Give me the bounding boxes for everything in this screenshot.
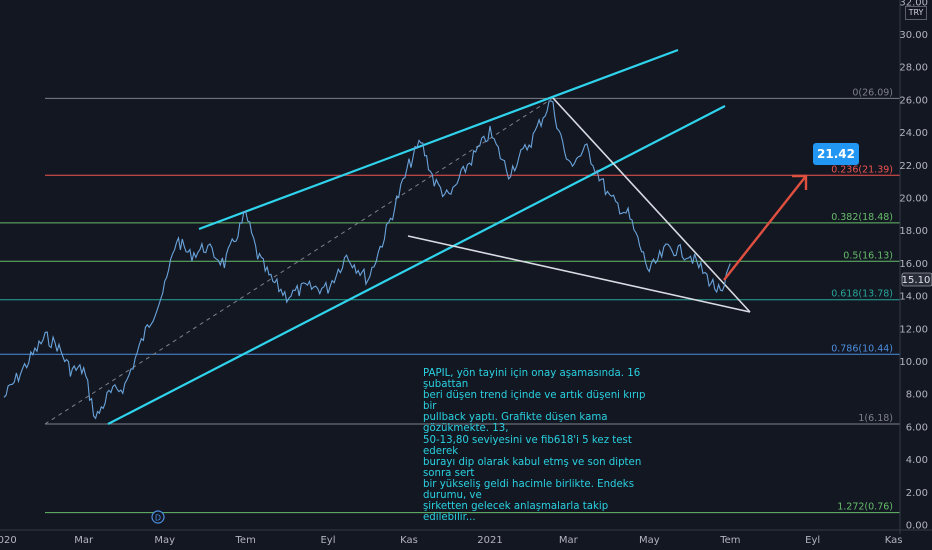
y-tick-label: 6.00 xyxy=(906,422,928,433)
x-tick-label: Eyl xyxy=(320,535,335,546)
target-arrow[interactable] xyxy=(723,174,808,281)
y-tick-label: 8.00 xyxy=(906,390,928,401)
y-tick-label: 2.00 xyxy=(906,488,928,499)
fib-level-label: 0.618(13.78) xyxy=(831,289,893,300)
fib-level-label: 0.5(16.13) xyxy=(843,250,893,261)
y-tick-label: 26.00 xyxy=(899,95,928,106)
x-tick-label: 2021 xyxy=(477,535,502,546)
y-tick-label: 14.00 xyxy=(899,292,928,303)
x-tick-label: Kas xyxy=(885,535,903,546)
target-price-label[interactable]: 21.42 xyxy=(813,143,859,165)
y-tick-label: 24.00 xyxy=(899,128,928,139)
trend-drawings xyxy=(44,48,751,425)
analysis-note: PAPIL, yön tayini için onay aşamasında. … xyxy=(423,368,646,524)
x-tick-label: Eyl xyxy=(805,535,820,546)
x-tick-label: Tem xyxy=(235,535,256,546)
channel-upper[interactable] xyxy=(198,48,679,231)
y-tick-label: 30.00 xyxy=(899,30,928,41)
x-tick-label: May xyxy=(639,535,660,546)
y-tick-label: 10.00 xyxy=(899,357,928,368)
y-tick-label: 20.00 xyxy=(899,194,928,205)
x-tick-label: Kas xyxy=(400,535,418,546)
currency-label[interactable]: TRY xyxy=(905,6,927,20)
price-line xyxy=(3,100,731,420)
y-tick-label: 16.00 xyxy=(899,259,928,270)
last-price-tag: 15.10 xyxy=(902,272,932,287)
y-tick-label: 22.00 xyxy=(899,161,928,172)
y-tick-label: 32.00 xyxy=(899,0,928,8)
x-tick-label: Tem xyxy=(719,535,740,546)
fib-level-label: 0.786(10.44) xyxy=(831,343,893,354)
x-tick-label: May xyxy=(154,535,175,546)
svg-text:D: D xyxy=(155,514,161,523)
fibonacci-levels: 0(26.09) 0.236(21.39) 0.382(18.48) 0.5(16.1… xyxy=(0,87,900,514)
channel-lower[interactable] xyxy=(107,105,726,425)
fib-level-label: 0.236(21.39) xyxy=(831,164,893,175)
y-tick-label: 18.00 xyxy=(899,226,928,237)
price-axis[interactable]: 32.00 30.00 28.00 26.00 24.00 22.00 20.00 18.00… xyxy=(899,0,928,534)
wedge-lower[interactable] xyxy=(407,235,751,313)
fib-level-label: 1(6.18) xyxy=(858,413,893,424)
x-tick-label: 2020 xyxy=(0,535,17,546)
price-series xyxy=(3,100,731,420)
time-axis[interactable]: 2020 Mar May Tem Eyl Kas 2021 Mar May Tem Eyl Kas xyxy=(0,529,932,546)
y-tick-label: 0.00 xyxy=(906,521,928,532)
event-marker-d[interactable]: D xyxy=(151,510,165,524)
svg-text:15.10: 15.10 xyxy=(902,275,931,286)
fib-level-label: 1.272(0.76) xyxy=(837,502,893,513)
y-tick-label: 28.00 xyxy=(899,63,928,74)
wedge-upper[interactable] xyxy=(552,97,751,313)
fib-level-label: 0(26.09) xyxy=(852,87,893,98)
x-tick-label: Mar xyxy=(559,535,579,546)
y-tick-label: 12.00 xyxy=(899,324,928,335)
fib-level-label: 0.382(18.48) xyxy=(831,212,893,223)
y-tick-label: 4.00 xyxy=(906,455,928,466)
x-tick-label: Mar xyxy=(74,535,94,546)
